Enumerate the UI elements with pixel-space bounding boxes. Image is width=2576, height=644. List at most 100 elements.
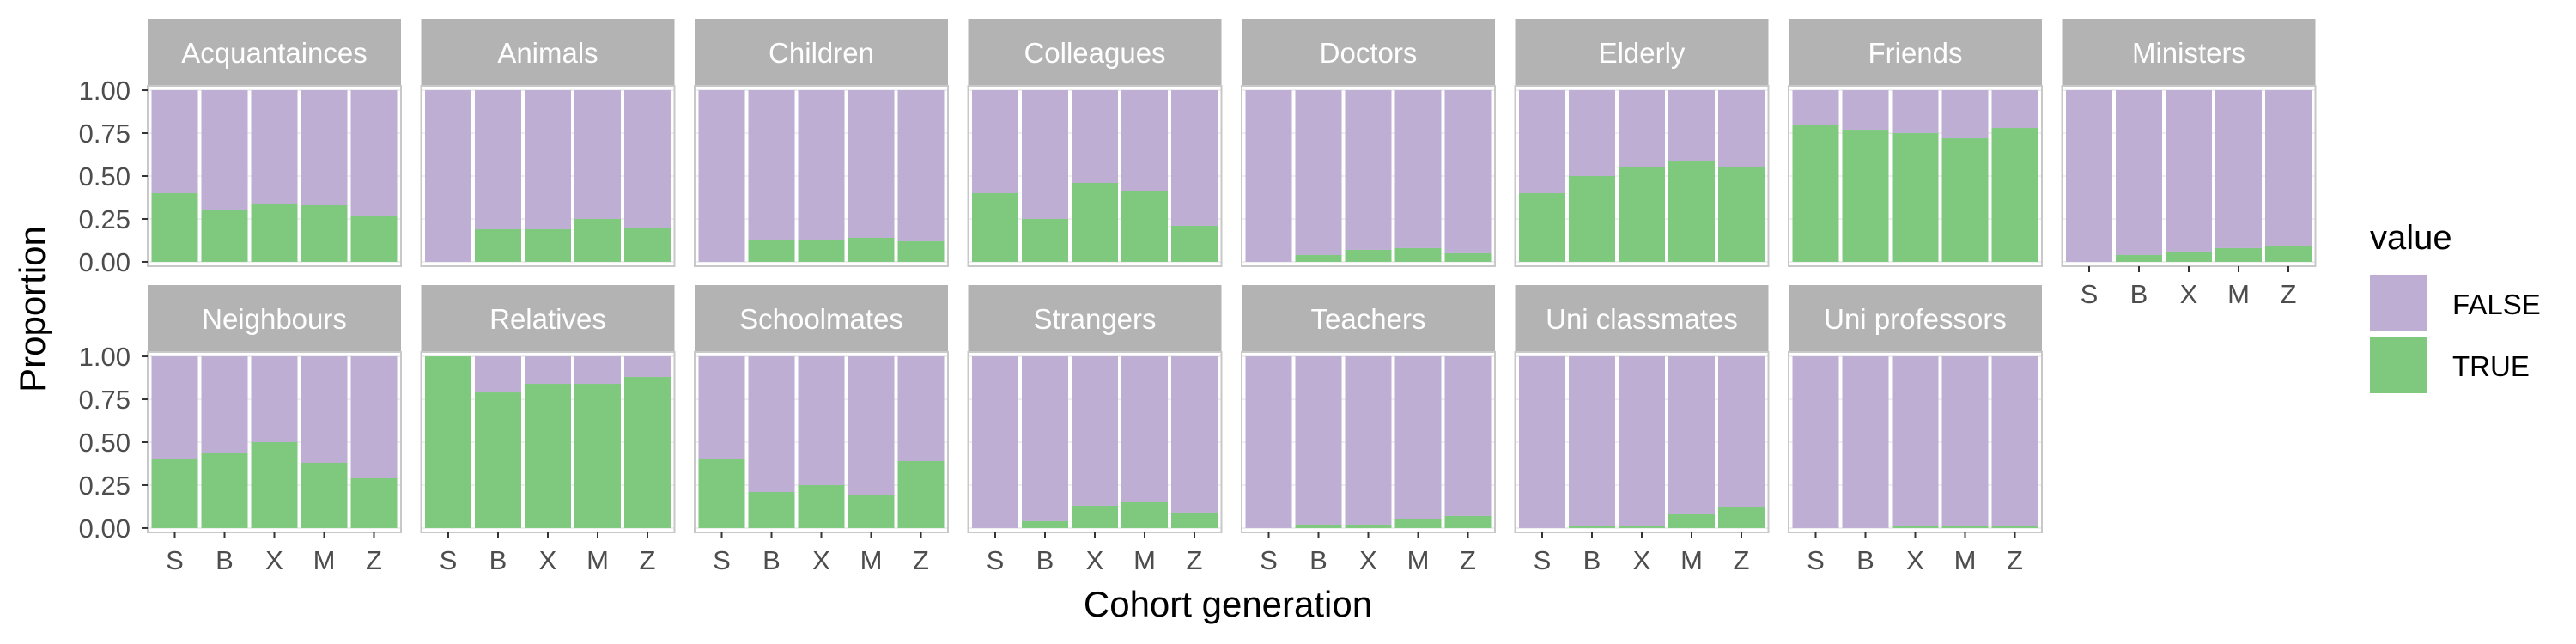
bar-false-m	[1668, 356, 1715, 514]
bar-true-z	[1171, 225, 1218, 262]
bar-false-b	[2116, 90, 2162, 255]
bar-false-s	[2066, 90, 2112, 262]
legend: value FALSE TRUE	[2370, 219, 2541, 393]
bar-true-x	[1892, 133, 1939, 262]
facet-panels: Acquantainces Animals Children Colleagues Do…	[147, 19, 2317, 533]
facet-strip	[695, 19, 948, 86]
bar-false-s	[151, 90, 198, 193]
x-axes: S B X M ZS B X M Z S B X M Z S B X M Z S B X M Z S B X M Z S B X M Z S B X M Z	[166, 266, 2296, 575]
facet-strip	[1515, 19, 1769, 86]
bar-false-x	[1892, 90, 1939, 134]
y-tick-label: 0.25	[79, 471, 131, 501]
bar-false-z	[350, 356, 398, 478]
bar-false-z	[1718, 90, 1765, 168]
bar-true-m	[1394, 519, 1442, 528]
x-tick-label: X	[1359, 545, 1377, 575]
y-tick-label: 0.50	[79, 428, 131, 458]
legend-title: value	[2370, 219, 2452, 257]
facet-strip-label: Neighbours	[202, 303, 347, 335]
facet-strip	[968, 19, 1222, 86]
bar-true-s	[151, 192, 198, 262]
panel-border	[1514, 85, 1770, 267]
bar-true-x	[1345, 249, 1392, 262]
y-tick-label: 0.00	[79, 247, 131, 277]
facet-strip-label: Acquantainces	[181, 37, 367, 69]
bar-true-z	[1991, 526, 2038, 528]
bar-false-b	[748, 90, 795, 240]
x-tick-label: B	[762, 545, 781, 575]
bar-true-z	[1991, 128, 2038, 262]
bar-true-z	[897, 460, 945, 528]
facet-strip-label: Teachers	[1311, 303, 1426, 335]
facet-panel-relatives: Relatives	[420, 285, 676, 533]
bar-false-b	[1569, 356, 1615, 526]
y-tick-label: 0.75	[79, 118, 131, 149]
facet-panel-neighbours: Neighbours	[147, 285, 402, 533]
facet-strip-label: Elderly	[1599, 37, 1686, 69]
x-tick-label: Z	[1187, 545, 1203, 575]
facet-strip	[1515, 285, 1769, 352]
bar-false-s	[151, 356, 198, 459]
x-tick-label: X	[812, 545, 830, 575]
bar-true-x	[525, 384, 571, 528]
bar-false-s	[1245, 90, 1292, 262]
bar-true-z	[350, 215, 398, 262]
bar-false-x	[251, 90, 298, 204]
bar-true-m	[301, 204, 348, 262]
bar-true-m	[848, 495, 895, 528]
y-tick-label: 0.75	[79, 385, 131, 415]
bar-true-m	[1668, 161, 1715, 262]
bar-true-b	[201, 452, 248, 528]
x-axis-title: Cohort generation	[1084, 584, 1372, 624]
x-tick-label: M	[1133, 545, 1156, 575]
facet-panel-children: Children	[694, 19, 949, 267]
panel-border	[420, 85, 676, 267]
bar-false-b	[1022, 356, 1068, 521]
bar-false-b	[748, 356, 795, 492]
bar-false-z	[1171, 356, 1218, 513]
bar-false-x	[525, 356, 571, 385]
bar-true-m	[1121, 501, 1168, 528]
bar-true-b	[475, 228, 521, 262]
bar-true-b	[2116, 254, 2162, 262]
bar-true-b	[1842, 130, 1889, 262]
bar-false-x	[2166, 90, 2212, 252]
bar-false-b	[475, 356, 521, 393]
bar-true-s	[1792, 125, 1839, 262]
facet-panel-strangers: Strangers	[967, 285, 1223, 533]
facet-strip	[2062, 19, 2316, 86]
x-tick-label: M	[2227, 279, 2250, 309]
y-tick-label: 0.50	[79, 161, 131, 191]
x-tick-label: B	[1856, 545, 1874, 575]
facet-panel-doctors: Doctors	[1241, 19, 1496, 267]
facet-panel-teachers: Teachers	[1241, 285, 1496, 533]
bar-true-x	[798, 484, 845, 528]
bar-true-z	[624, 377, 671, 528]
bar-false-z	[897, 90, 945, 241]
x-tick-label: B	[1309, 545, 1327, 575]
bar-false-m	[848, 356, 895, 495]
bar-true-x	[1619, 167, 1665, 262]
bar-true-m	[1668, 513, 1715, 528]
bar-true-z	[2265, 246, 2312, 262]
bar-false-m	[574, 356, 621, 385]
bar-true-m	[574, 384, 621, 528]
bar-false-m	[1394, 356, 1442, 519]
bar-false-z	[624, 356, 671, 378]
bar-false-s	[425, 90, 471, 262]
y-axes: 0.00 0.25 0.50 0.75 1.00 0.00 0.25 0.50 0.75 1.00	[79, 76, 148, 544]
bar-true-b	[1295, 254, 1342, 262]
bar-false-m	[1121, 90, 1168, 191]
bar-true-x	[251, 203, 298, 262]
bar-true-z	[897, 240, 945, 262]
legend-key-true	[2370, 337, 2427, 393]
bar-false-s	[1245, 356, 1292, 528]
x-tick-label: M	[313, 545, 336, 575]
facet-strip-label: Animals	[497, 37, 598, 69]
bar-false-x	[1345, 90, 1392, 250]
bar-false-m	[301, 356, 348, 463]
x-tick-label: B	[1036, 545, 1054, 575]
bar-true-x	[251, 442, 298, 528]
facet-strip-label: Doctors	[1320, 37, 1418, 69]
bar-false-m	[574, 90, 621, 219]
